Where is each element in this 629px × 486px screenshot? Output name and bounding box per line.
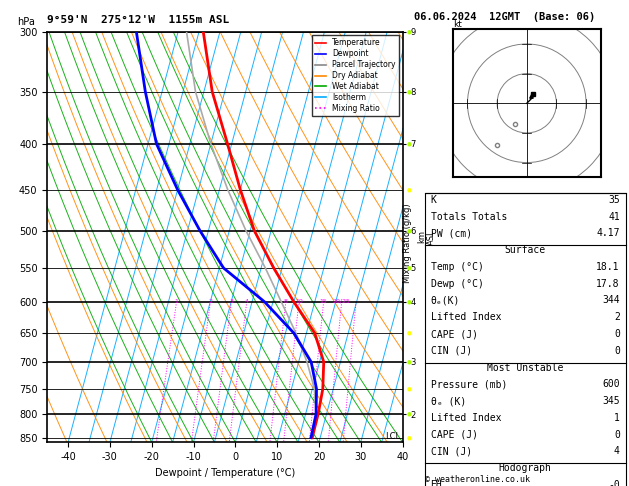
Text: Totals Totals: Totals Totals	[431, 211, 507, 222]
Text: 3: 3	[230, 299, 233, 304]
Text: Temp (°C): Temp (°C)	[431, 262, 484, 272]
Text: ●: ●	[407, 265, 412, 270]
Text: 10: 10	[295, 299, 303, 304]
Text: Lifted Index: Lifted Index	[431, 312, 501, 322]
Text: Lifted Index: Lifted Index	[431, 413, 501, 423]
Text: ●: ●	[407, 299, 412, 304]
Text: CAPE (J): CAPE (J)	[431, 430, 477, 440]
Text: hPa: hPa	[17, 17, 35, 28]
Text: EH: EH	[431, 480, 442, 486]
Text: ●: ●	[407, 360, 412, 364]
Text: Dewp (°C): Dewp (°C)	[431, 279, 484, 289]
Text: CIN (J): CIN (J)	[431, 447, 472, 456]
X-axis label: Dewpoint / Temperature (°C): Dewpoint / Temperature (°C)	[155, 468, 295, 478]
Text: ●: ●	[407, 89, 412, 94]
Text: Surface: Surface	[504, 245, 546, 255]
Text: 4: 4	[245, 299, 248, 304]
Text: 06.06.2024  12GMT  (Base: 06): 06.06.2024 12GMT (Base: 06)	[414, 12, 595, 22]
Text: CIN (J): CIN (J)	[431, 346, 472, 356]
Text: 4: 4	[614, 447, 620, 456]
Text: ●: ●	[407, 141, 412, 146]
Text: kt: kt	[453, 20, 462, 29]
Text: 8: 8	[284, 299, 287, 304]
Text: PW (cm): PW (cm)	[431, 228, 472, 239]
Text: 41: 41	[608, 211, 620, 222]
Text: 4.17: 4.17	[596, 228, 620, 239]
Text: 1: 1	[175, 299, 179, 304]
Text: ●: ●	[407, 330, 412, 336]
Text: θₑ(K): θₑ(K)	[431, 295, 460, 306]
Text: -0: -0	[608, 480, 620, 486]
Text: Hodograph: Hodograph	[499, 463, 552, 473]
Text: ●: ●	[407, 412, 412, 417]
Text: Mixing Ratio (g/kg): Mixing Ratio (g/kg)	[403, 203, 412, 283]
Text: ●: ●	[407, 435, 412, 440]
Text: 18.1: 18.1	[596, 262, 620, 272]
Text: LCL: LCL	[386, 432, 401, 441]
Text: 20/25: 20/25	[333, 299, 350, 304]
Text: 1: 1	[614, 413, 620, 423]
Text: 0: 0	[614, 329, 620, 339]
Text: 0: 0	[614, 430, 620, 440]
Text: ●: ●	[407, 386, 412, 391]
Text: 9°59'N  275°12'W  1155m ASL: 9°59'N 275°12'W 1155m ASL	[47, 15, 230, 25]
Text: 0: 0	[614, 346, 620, 356]
Text: ●: ●	[407, 187, 412, 192]
Text: θₑ (K): θₑ (K)	[431, 396, 466, 406]
Text: Pressure (mb): Pressure (mb)	[431, 380, 507, 389]
Text: 35: 35	[608, 195, 620, 205]
Text: CAPE (J): CAPE (J)	[431, 329, 477, 339]
Text: 344: 344	[602, 295, 620, 306]
Text: 2: 2	[614, 312, 620, 322]
Text: © weatheronline.co.uk: © weatheronline.co.uk	[425, 474, 530, 484]
Y-axis label: km
ASL: km ASL	[417, 229, 437, 245]
Legend: Temperature, Dewpoint, Parcel Trajectory, Dry Adiabat, Wet Adiabat, Isotherm, Mi: Temperature, Dewpoint, Parcel Trajectory…	[311, 35, 399, 116]
Text: ●: ●	[407, 29, 412, 34]
Text: Most Unstable: Most Unstable	[487, 363, 564, 373]
Text: 17.8: 17.8	[596, 279, 620, 289]
Text: K: K	[431, 195, 437, 205]
Text: 600: 600	[602, 380, 620, 389]
Text: ●: ●	[407, 228, 412, 233]
Text: 2: 2	[208, 299, 213, 304]
Text: 15: 15	[320, 299, 328, 304]
Text: 345: 345	[602, 396, 620, 406]
